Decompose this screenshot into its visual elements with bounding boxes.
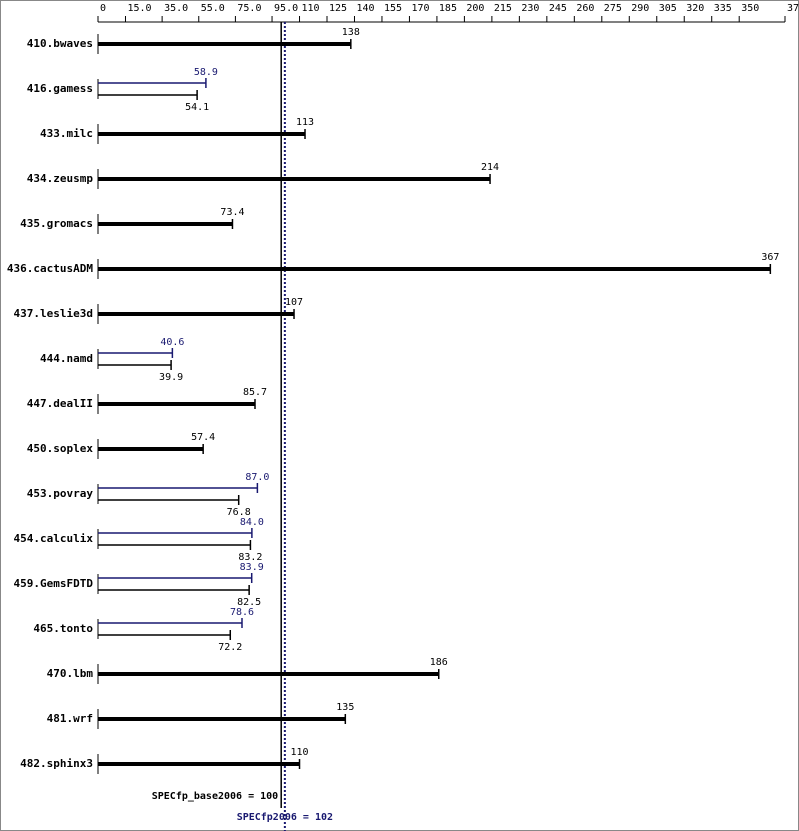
x-tick-label: 55.0 (201, 3, 225, 14)
value-label: 214 (481, 162, 499, 173)
x-tick-label: 290 (631, 3, 649, 14)
value-label: 138 (342, 27, 360, 38)
x-tick-label: 245 (549, 3, 567, 14)
value-label: 40.6 (160, 337, 184, 348)
value-label: 113 (296, 117, 314, 128)
x-tick-label: 305 (659, 3, 677, 14)
x-tick-label: 95.0 (274, 3, 298, 14)
value-label: 78.6 (230, 607, 254, 618)
reference-label: SPECfp_base2006 = 100 (152, 791, 278, 802)
x-tick-label: 170 (411, 3, 429, 14)
category-label: 416.gamess (27, 82, 93, 95)
value-label: 87.0 (245, 472, 269, 483)
value-label: 39.9 (159, 372, 183, 383)
category-label: 435.gromacs (20, 217, 93, 230)
category-label: 450.soplex (27, 442, 94, 455)
value-label: 107 (285, 297, 303, 308)
x-tick-label: 0 (100, 3, 106, 14)
x-tick-label: 335 (714, 3, 732, 14)
x-tick-label: 260 (576, 3, 594, 14)
category-label: 481.wrf (47, 712, 93, 725)
category-label: 444.namd (40, 352, 93, 365)
value-label: 82.5 (237, 597, 261, 608)
x-tick-label: 320 (686, 3, 704, 14)
x-tick-label: 140 (356, 3, 374, 14)
x-tick-label: 35.0 (164, 3, 188, 14)
x-tick-label: 15.0 (127, 3, 151, 14)
reference-label: SPECfp2006 = 102 (237, 812, 333, 823)
x-tick-label: 125 (329, 3, 347, 14)
value-label: 54.1 (185, 102, 209, 113)
value-label: 83.9 (240, 562, 264, 573)
category-label: 436.cactusADM (7, 262, 93, 275)
x-tick-label: 155 (384, 3, 402, 14)
x-tick-label: 200 (466, 3, 484, 14)
value-label: 58.9 (194, 67, 218, 78)
x-tick-label: 375 (787, 3, 799, 14)
value-label: 84.0 (240, 517, 264, 528)
value-label: 135 (336, 702, 354, 713)
category-label: 437.leslie3d (14, 307, 93, 320)
value-label: 72.2 (218, 642, 242, 653)
value-label: 110 (290, 747, 308, 758)
category-label: 447.dealII (27, 397, 93, 410)
category-label: 454.calculix (14, 532, 94, 545)
value-label: 83.2 (238, 552, 262, 563)
value-label: 186 (430, 657, 448, 668)
x-tick-label: 230 (521, 3, 539, 14)
category-label: 459.GemsFDTD (14, 577, 94, 590)
value-label: 73.4 (220, 207, 244, 218)
x-tick-label: 185 (439, 3, 457, 14)
x-tick-label: 215 (494, 3, 512, 14)
category-label: 410.bwaves (27, 37, 93, 50)
x-tick-label: 275 (604, 3, 622, 14)
category-label: 482.sphinx3 (20, 757, 93, 770)
category-label: 465.tonto (33, 622, 93, 635)
x-tick-label: 350 (741, 3, 759, 14)
category-label: 433.milc (40, 127, 93, 140)
x-tick-label: 75.0 (237, 3, 261, 14)
value-label: 85.7 (243, 387, 267, 398)
x-tick-label: 110 (302, 3, 320, 14)
category-label: 470.lbm (47, 667, 94, 680)
value-label: 367 (761, 252, 779, 263)
value-label: 57.4 (191, 432, 215, 443)
value-label: 76.8 (227, 507, 251, 518)
category-label: 453.povray (27, 487, 94, 500)
category-label: 434.zeusmp (27, 172, 94, 185)
